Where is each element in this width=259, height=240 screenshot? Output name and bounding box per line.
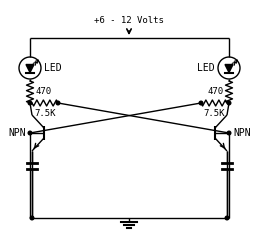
Text: LED: LED xyxy=(197,63,215,73)
Circle shape xyxy=(227,101,231,105)
Text: NPN: NPN xyxy=(8,128,26,138)
Circle shape xyxy=(30,216,34,220)
Text: 470: 470 xyxy=(35,88,51,96)
Text: 470: 470 xyxy=(208,88,224,96)
Text: LED: LED xyxy=(44,63,62,73)
Circle shape xyxy=(56,101,60,105)
Text: +6 - 12 Volts: +6 - 12 Volts xyxy=(94,16,164,25)
Text: 7.5K: 7.5K xyxy=(34,109,56,118)
Circle shape xyxy=(227,131,231,135)
Polygon shape xyxy=(225,65,233,72)
Circle shape xyxy=(225,216,229,220)
Text: NPN: NPN xyxy=(233,128,251,138)
Text: 7.5K: 7.5K xyxy=(203,109,225,118)
Circle shape xyxy=(28,131,32,135)
Circle shape xyxy=(199,101,203,105)
Polygon shape xyxy=(26,65,34,72)
Circle shape xyxy=(28,101,32,105)
